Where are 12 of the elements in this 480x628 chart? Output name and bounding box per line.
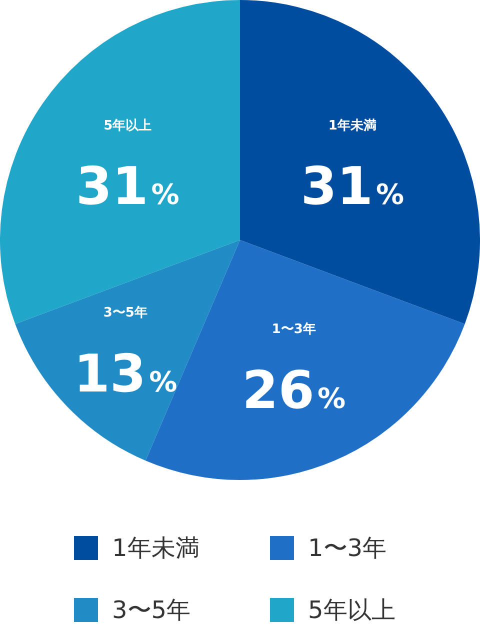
legend-label: 1年未満 (112, 534, 200, 562)
slice-label: 1年未満 (328, 118, 376, 134)
legend-label: 3〜5年 (112, 596, 191, 624)
data-label: 31% (76, 157, 180, 218)
data-label: 26% (242, 360, 346, 421)
slice-label: 1〜3年 (272, 322, 316, 338)
data-label: 31% (300, 157, 404, 218)
legend-label: 5年以上 (308, 596, 396, 624)
data-label: 13% (74, 344, 178, 404)
slice-label: 5年以上 (104, 118, 152, 134)
legend-label: 1〜3年 (308, 534, 387, 562)
slice-label: 3〜5年 (103, 306, 148, 321)
